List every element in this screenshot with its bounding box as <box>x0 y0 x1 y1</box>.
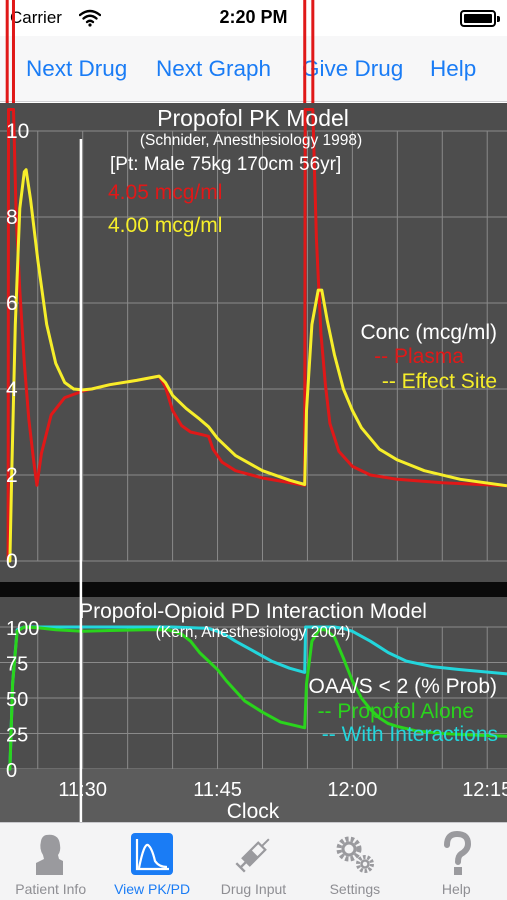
pd-xtick-label: 12:00 <box>327 779 377 801</box>
tab-bar: Patient Info View PK/PD Drug Input <box>0 822 507 900</box>
tab-label: Help <box>441 881 471 897</box>
pd-series-group <box>7 625 507 771</box>
chart-icon <box>131 833 174 875</box>
patient-icon <box>36 834 63 875</box>
pk-panel <box>0 103 507 582</box>
pd-legend-title: OAA/S < 2 (% Prob) <box>309 675 498 698</box>
pk-ytick-label: 6 <box>6 292 18 315</box>
tab-label: Drug Input <box>220 881 287 897</box>
legend-propofol-alone: -- Propofol Alone <box>318 700 474 723</box>
pd-xtick-label: 11:30 <box>58 779 107 801</box>
pd-xtick-label: 12:15 <box>462 779 507 801</box>
pd-title: Propofol-Opioid PD Interaction Model <box>79 600 427 623</box>
pd-ytick-label: 75 <box>6 654 28 676</box>
pk-subtitle: (Schnider, Anesthesiology 1998) <box>140 132 362 149</box>
pd-xlabel: Clock <box>227 800 280 823</box>
nav-bar: Next Drug Next Graph Give Drug Help <box>0 36 507 102</box>
panel-divider <box>0 582 507 597</box>
pk-ytick-label: 2 <box>6 464 18 487</box>
pk-title: Propofol PK Model <box>157 105 349 131</box>
tab-patient-info[interactable]: Patient Info <box>0 823 101 900</box>
gear-icon <box>336 836 375 873</box>
pk-legend-title: Conc (mcg/ml) <box>360 321 497 344</box>
tab-drug-input[interactable]: Drug Input <box>203 823 304 900</box>
pk-ytick-label: 10 <box>6 120 29 143</box>
pd-subtitle: (Kern, Anesthesiology 2004) <box>156 624 351 641</box>
pk-ytick-label: 8 <box>6 206 18 229</box>
pd-panel <box>0 597 507 822</box>
clock-axis-band <box>0 769 507 822</box>
tab-label: Settings <box>329 881 381 897</box>
pd-ytick-label: 100 <box>6 618 39 640</box>
pk-ytick-label: 0 <box>6 550 18 573</box>
next-graph-button[interactable]: Next Graph <box>156 56 272 81</box>
legend-effect-site: -- Effect Site <box>382 370 497 393</box>
pd-ytick-label: 50 <box>6 689 28 711</box>
propofol-alone-line <box>7 625 507 771</box>
plasma-readout: 4.05 mcg/ml <box>108 181 222 204</box>
carrier-label: Carrier <box>10 8 62 27</box>
next-drug-button[interactable]: Next Drug <box>26 56 128 81</box>
tab-label: View PK/PD <box>114 881 191 897</box>
effect-site-line <box>7 168 507 563</box>
with-interactions-line <box>7 625 507 771</box>
legend-with-interactions: -- With Interactions <box>322 723 498 746</box>
status-bar: Carrier 2:20 PM <box>0 0 507 36</box>
pk-ytick-label: 4 <box>6 378 18 401</box>
status-time: 2:20 PM <box>219 7 288 27</box>
give-drug-button[interactable]: Give Drug <box>302 56 404 81</box>
help-button[interactable]: Help <box>430 56 477 81</box>
tab-view-pkpd[interactable]: View PK/PD <box>101 823 202 900</box>
effect-site-readout: 4.00 mcg/ml <box>108 214 222 237</box>
pk-patient-info: [Pt: Male 75kg 170cm 56yr] <box>110 154 341 175</box>
plasma-line <box>6 108 507 563</box>
pd-ytick-label: 25 <box>6 725 28 747</box>
legend-plasma: -- Plasma <box>374 345 464 368</box>
tab-help[interactable]: Help <box>406 823 507 900</box>
syringe-icon <box>235 838 270 873</box>
battery-icon <box>460 10 500 27</box>
question-icon <box>443 831 471 875</box>
wifi-icon <box>79 9 101 27</box>
pd-ytick-label: 0 <box>6 760 17 782</box>
tab-settings[interactable]: Settings <box>304 823 405 900</box>
tab-label: Patient Info <box>15 881 87 897</box>
pd-xtick-label: 11:45 <box>193 779 242 801</box>
pk-series-group <box>6 108 507 563</box>
